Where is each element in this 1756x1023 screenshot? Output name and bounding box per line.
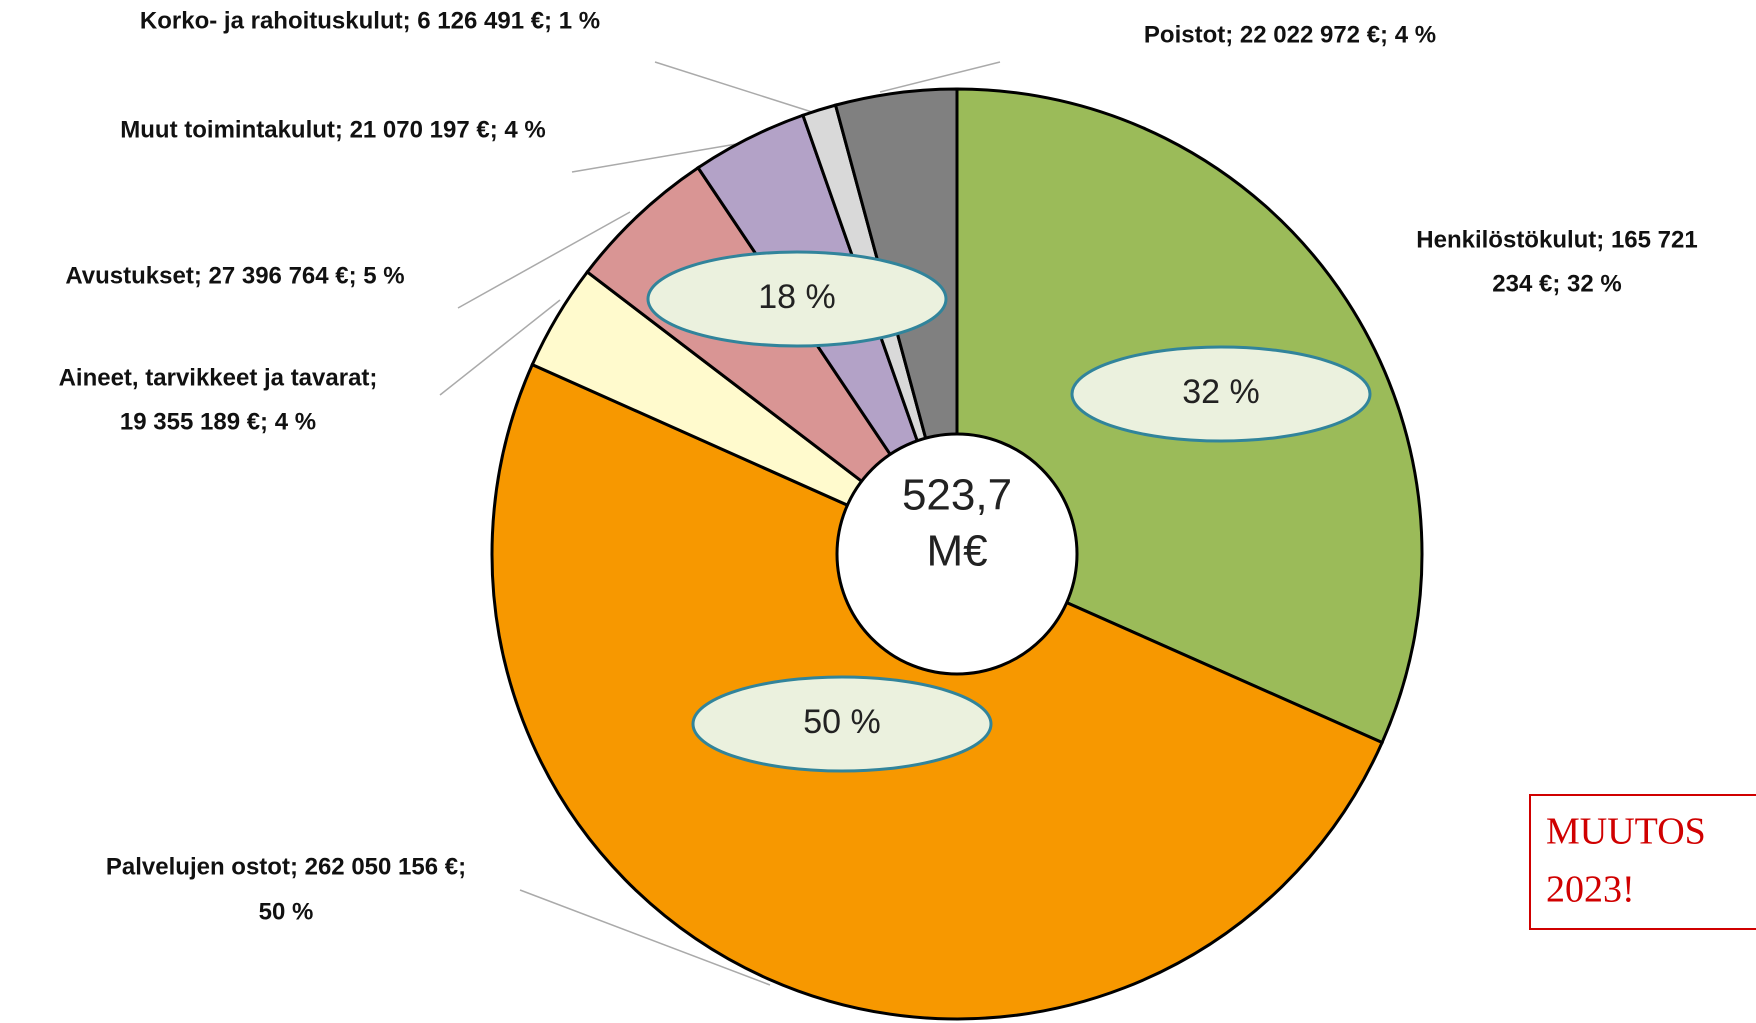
leader-line	[457, 211, 631, 309]
center-hole	[835, 432, 1079, 676]
leader-line	[439, 299, 561, 396]
leader-lines	[439, 61, 1001, 986]
pie-slice	[585, 165, 959, 556]
leader-line	[879, 61, 1001, 93]
note-box	[1529, 794, 1756, 930]
slice-label: Aineet, tarvikkeet ja tavarat;	[59, 364, 378, 391]
slice-label: Palvelujen ostot; 262 050 156 €;	[106, 853, 466, 880]
slice-label: 19 355 189 €; 4 %	[120, 408, 316, 435]
slice-label: Muut toimintakulut; 21 070 197 €; 4 %	[120, 116, 545, 143]
slice-label: Avustukset; 27 396 764 €; 5 %	[65, 262, 404, 289]
note-text: 2023!	[1546, 869, 1635, 911]
note-text: MUUTOS	[1546, 811, 1706, 853]
slice-label: 234 €; 32 %	[1492, 270, 1621, 297]
slice-label: Henkilöstökulut; 165 721	[1416, 226, 1697, 253]
group-label: 18 %	[758, 278, 836, 316]
center-label: M€	[926, 527, 987, 576]
leader-line	[654, 61, 813, 113]
slice-label: Poistot; 22 022 972 €; 4 %	[1144, 21, 1436, 48]
center-label: 523,7	[902, 471, 1012, 520]
group-label: 50 %	[803, 703, 881, 741]
group-ellipse	[691, 675, 993, 773]
slice-label: Korko- ja rahoituskulut; 6 126 491 €; 1 …	[140, 7, 600, 34]
group-ellipse	[646, 250, 948, 348]
leader-line	[519, 889, 771, 986]
leader-line	[571, 139, 761, 173]
group-ellipse	[1070, 345, 1372, 443]
group-label: 32 %	[1182, 373, 1260, 411]
slice-label: 50 %	[259, 898, 314, 925]
